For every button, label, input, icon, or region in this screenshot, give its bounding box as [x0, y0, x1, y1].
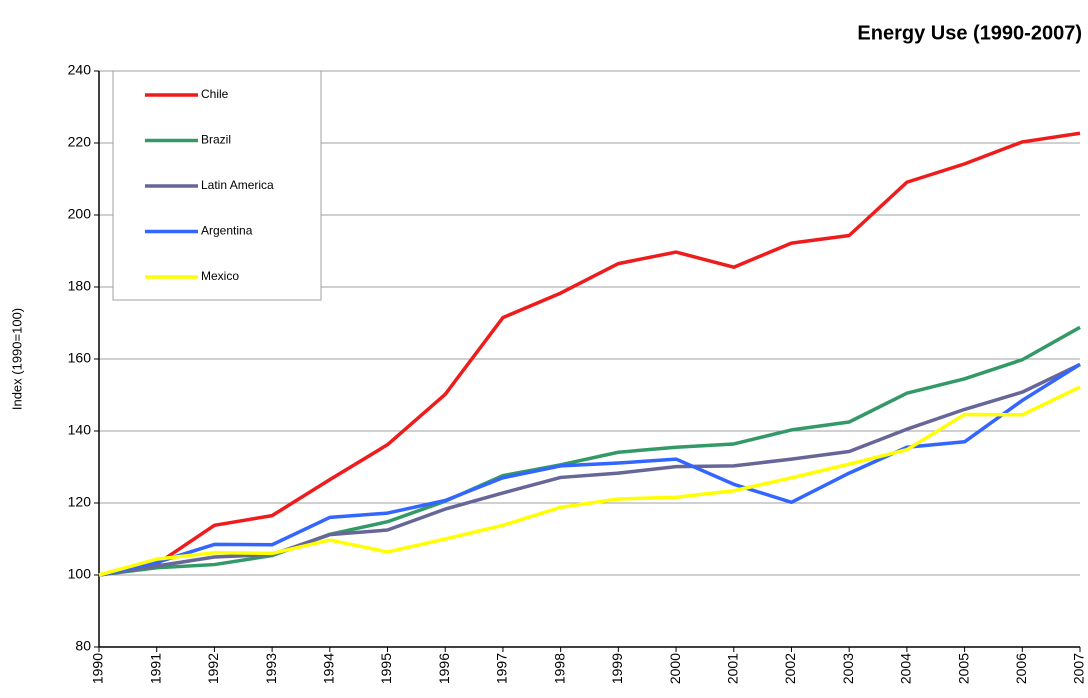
- x-tick-label: 2001: [724, 653, 740, 684]
- legend-label: Latin America: [201, 178, 274, 192]
- y-axis-label: Index (1990=100): [9, 308, 24, 410]
- y-tick-label: 120: [68, 494, 92, 510]
- series-line: [98, 362, 1081, 577]
- y-tick-label: 160: [68, 350, 92, 366]
- legend-label: Brazil: [201, 133, 231, 147]
- x-tick-label: 1998: [551, 653, 567, 684]
- x-tick-label: 1997: [494, 653, 510, 684]
- x-tick-label: 2002: [782, 653, 798, 684]
- x-tick-label: 1991: [147, 653, 163, 684]
- x-tick-label: 1995: [378, 653, 394, 684]
- y-tick-label: 180: [68, 278, 92, 294]
- y-tick-label: 80: [75, 638, 91, 654]
- y-tick-label: 140: [68, 422, 92, 438]
- x-tick-label: 2005: [955, 653, 971, 684]
- legend-label: Mexico: [201, 269, 239, 283]
- x-tick-label: 2004: [898, 653, 914, 684]
- x-tick-label: 1992: [205, 653, 221, 684]
- x-tick-label: 1993: [263, 653, 279, 684]
- x-tick-label: 1999: [609, 653, 625, 684]
- x-tick-label: 2003: [840, 653, 856, 684]
- y-tick-label: 240: [68, 62, 92, 78]
- x-tick-label: 1994: [321, 653, 337, 684]
- y-tick-label: 100: [68, 566, 92, 582]
- x-tick-label: 2007: [1071, 653, 1087, 684]
- y-tick-label: 220: [68, 134, 92, 150]
- x-tick-label: 2000: [667, 653, 683, 684]
- legend-label: Chile: [201, 87, 229, 101]
- x-tick-label: 2006: [1013, 653, 1029, 684]
- x-tick-label: 1990: [90, 653, 106, 684]
- legend-label: Argentina: [201, 224, 253, 238]
- chart-title: Energy Use (1990-2007): [857, 22, 1082, 44]
- y-tick-label: 200: [68, 206, 92, 222]
- series-line: [98, 325, 1081, 577]
- series-line: [98, 131, 1081, 577]
- series-line: [98, 385, 1081, 577]
- x-tick-label: 1996: [436, 653, 452, 684]
